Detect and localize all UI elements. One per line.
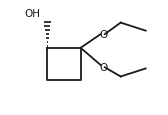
Text: OH: OH bbox=[24, 9, 40, 19]
Text: O: O bbox=[99, 30, 108, 40]
Text: O: O bbox=[99, 63, 108, 73]
